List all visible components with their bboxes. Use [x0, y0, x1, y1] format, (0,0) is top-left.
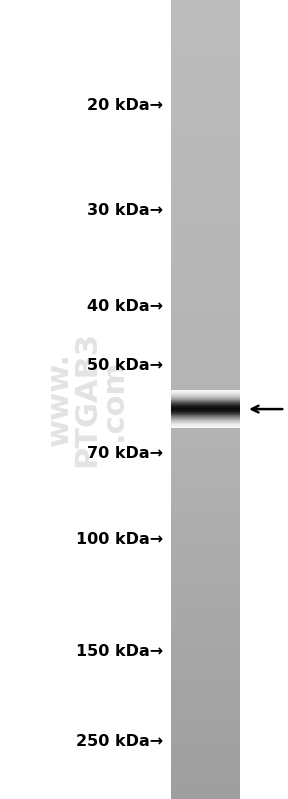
Bar — [171, 80, 240, 90]
Bar — [171, 510, 240, 519]
Bar — [171, 130, 240, 140]
Bar — [171, 579, 240, 590]
Bar — [171, 390, 240, 400]
Bar — [171, 240, 240, 249]
Text: www.
PTGAB3
.com: www. PTGAB3 .com — [45, 332, 128, 467]
Bar — [171, 210, 240, 220]
Bar — [171, 679, 240, 689]
Bar — [171, 180, 240, 190]
Bar — [171, 120, 240, 129]
Bar — [171, 10, 240, 20]
Bar — [171, 70, 240, 80]
Bar — [171, 350, 240, 360]
Bar — [171, 590, 240, 599]
Text: 250 kDa→: 250 kDa→ — [75, 734, 163, 749]
Bar — [171, 779, 240, 789]
Bar — [171, 140, 240, 150]
Bar — [171, 190, 240, 200]
Bar — [171, 0, 240, 10]
Bar — [171, 769, 240, 779]
Text: 150 kDa→: 150 kDa→ — [75, 644, 163, 658]
Text: 20 kDa→: 20 kDa→ — [87, 98, 163, 113]
Bar — [171, 749, 240, 759]
Bar — [171, 489, 240, 499]
Bar — [171, 260, 240, 270]
Text: 30 kDa→: 30 kDa→ — [87, 204, 163, 218]
Text: 70 kDa→: 70 kDa→ — [87, 447, 163, 461]
Bar — [171, 280, 240, 290]
Bar — [171, 479, 240, 489]
Bar — [171, 419, 240, 430]
Bar — [171, 300, 240, 309]
Bar — [171, 400, 240, 409]
Bar — [171, 150, 240, 160]
Bar — [171, 320, 240, 329]
Bar — [171, 569, 240, 579]
Bar — [171, 559, 240, 569]
Bar — [171, 719, 240, 729]
Bar — [171, 100, 240, 109]
Bar — [171, 310, 240, 320]
Bar — [171, 659, 240, 670]
Bar — [171, 599, 240, 609]
Bar — [171, 689, 240, 699]
Bar — [171, 249, 240, 260]
Bar — [171, 759, 240, 769]
Bar — [171, 170, 240, 180]
Bar — [171, 519, 240, 529]
Bar — [171, 529, 240, 539]
Bar — [171, 340, 240, 350]
Bar — [171, 270, 240, 280]
Bar — [171, 439, 240, 449]
Bar — [171, 550, 240, 559]
Bar — [171, 710, 240, 719]
Bar — [171, 160, 240, 170]
Bar — [171, 330, 240, 340]
Bar — [171, 290, 240, 300]
Text: 100 kDa→: 100 kDa→ — [75, 532, 163, 547]
Bar — [171, 430, 240, 439]
Text: 50 kDa→: 50 kDa→ — [87, 359, 163, 373]
Bar — [171, 409, 240, 419]
Bar — [171, 459, 240, 470]
Bar — [171, 90, 240, 100]
Bar — [171, 220, 240, 230]
Bar — [171, 699, 240, 710]
Bar — [171, 200, 240, 209]
Bar — [171, 469, 240, 479]
Bar — [171, 539, 240, 550]
Bar — [171, 789, 240, 799]
Bar — [171, 20, 240, 30]
Bar — [171, 639, 240, 649]
Bar — [171, 649, 240, 659]
Bar — [171, 369, 240, 380]
Bar — [171, 739, 240, 749]
Bar — [171, 630, 240, 639]
Bar — [171, 729, 240, 739]
Bar — [171, 449, 240, 459]
Text: 40 kDa→: 40 kDa→ — [87, 299, 163, 313]
Bar — [171, 619, 240, 630]
Bar — [171, 670, 240, 679]
Bar — [171, 380, 240, 390]
Bar — [171, 609, 240, 619]
Bar — [171, 499, 240, 510]
Bar — [171, 60, 240, 70]
Bar — [171, 30, 240, 40]
Bar — [171, 230, 240, 240]
Bar — [171, 360, 240, 369]
Bar — [171, 50, 240, 60]
Bar — [171, 40, 240, 50]
Bar — [171, 110, 240, 120]
